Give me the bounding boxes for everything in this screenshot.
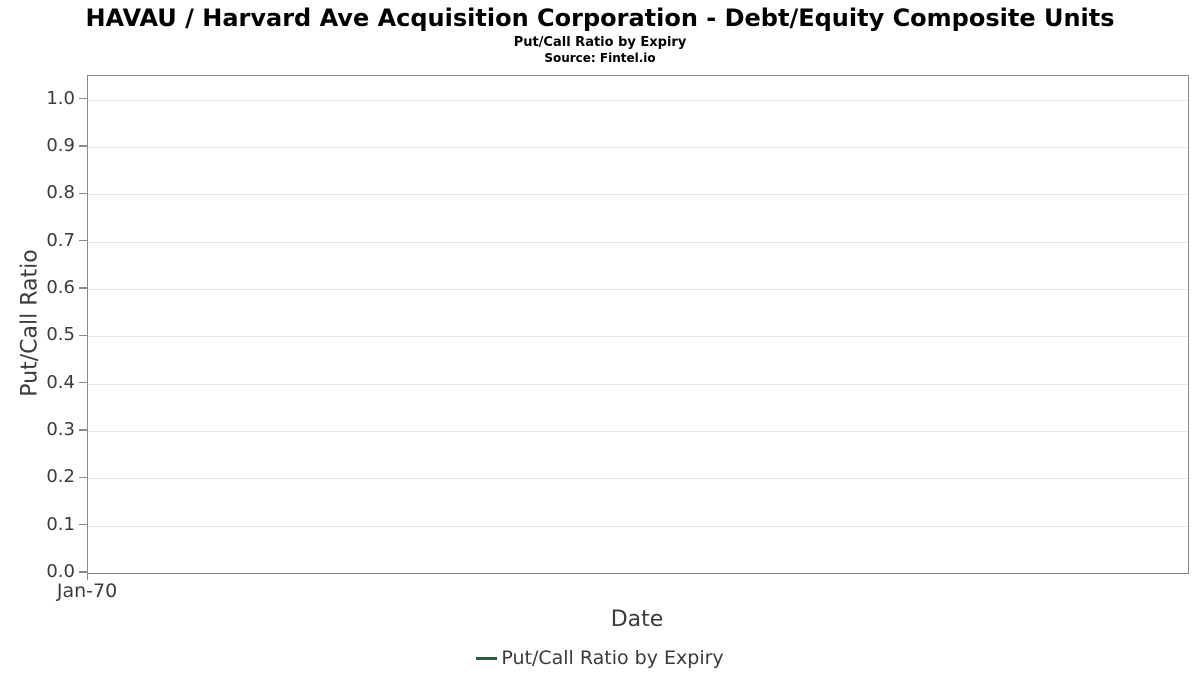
y-grid-line [88,241,1188,243]
y-tick-mark [79,239,87,242]
y-tick-mark [79,381,87,384]
y-tick-mark [79,287,87,289]
y-tick-mark [79,97,87,100]
y-tick-label: 0.7 [46,229,75,251]
y-grid-line [88,336,1188,338]
legend-label: Put/Call Ratio by Expiry [501,647,724,669]
y-tick-label: 0.9 [46,135,75,156]
y-grid-line [88,478,1188,480]
chart-subtitle: Put/Call Ratio by Expiry [513,35,687,50]
y-tick-label: 0.6 [46,277,75,298]
y-tick-label: 0.3 [46,419,75,440]
y-tick-label: 0.0 [46,561,75,582]
y-axis-tick-labels: 0.0 0.1 0.2 0.3 0.4 0.5 0.6 0.7 0.8 0.9 1.0 [0,75,75,582]
y-axis-tick-marks [79,75,87,573]
y-grid-line [88,147,1188,148]
x-tick-mark [86,574,88,580]
chart-source: Source: Fintel.io [544,51,656,65]
y-tick-mark [79,192,87,195]
y-tick-label: 0.2 [46,466,75,488]
y-grid-line [88,525,1188,527]
y-grid-line [88,194,1188,196]
y-grid-line [88,289,1188,290]
x-tick-label: Jan-70 [56,580,118,602]
legend: Put/Call Ratio by Expiry [0,645,1200,671]
y-tick-label: 1.0 [46,87,75,109]
y-grid-line [88,383,1188,385]
plot-area [87,75,1189,574]
y-tick-mark [79,476,87,479]
y-tick-mark [79,145,87,147]
y-grid-line [88,99,1188,101]
y-tick-mark [79,523,87,526]
y-tick-label: 0.8 [46,182,75,204]
y-tick-label: 0.4 [46,371,75,393]
legend-line-marker [476,656,498,660]
y-tick-mark [79,334,87,337]
y-tick-label: 0.5 [46,324,75,346]
chart-title: HAVAU / Harvard Ave Acquisition Corporat… [85,4,1115,32]
y-tick-mark [79,429,87,431]
y-grid-line [88,431,1188,432]
x-axis-title: Date [610,607,664,632]
y-tick-label: 0.1 [46,513,75,535]
y-tick-mark [79,571,87,573]
